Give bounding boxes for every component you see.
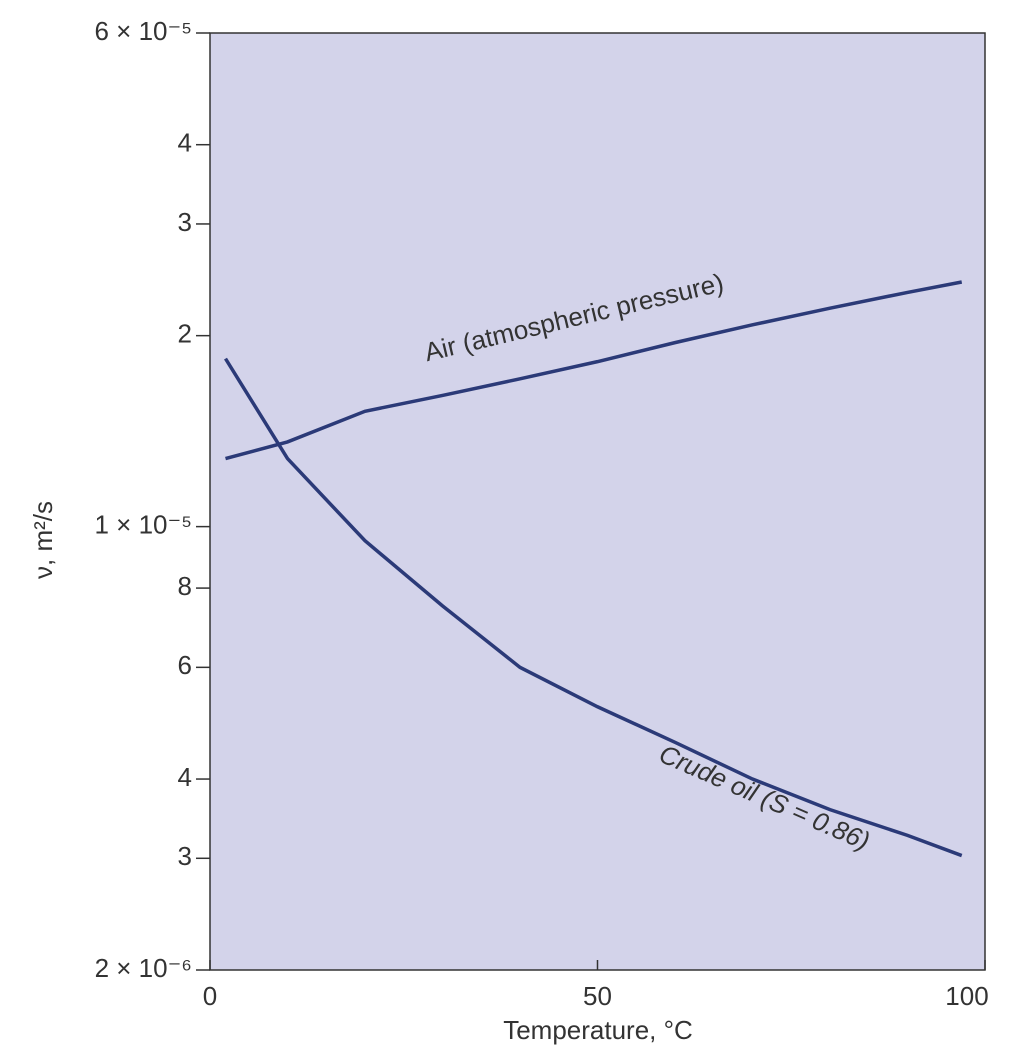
series-line	[225, 280, 963, 461]
y-tick-label: 3	[178, 841, 192, 871]
y-tick-label: 1 × 10⁻⁵	[94, 509, 192, 539]
y-tick-label: 8	[178, 571, 192, 601]
y-tick-label: 4	[178, 128, 192, 158]
y-tick-label: 4	[178, 762, 192, 792]
x-tick-label: 100	[945, 981, 988, 1011]
y-axis-label: ν, m²/s	[28, 501, 58, 579]
y-tick-label: 6	[178, 650, 192, 680]
y-tick-label: 6 × 10⁻⁵	[94, 16, 192, 46]
series-line	[224, 357, 963, 858]
y-tick-label: 2 × 10⁻⁶	[95, 953, 192, 983]
x-axis-label: Temperature, °C	[503, 1015, 693, 1045]
y-tick-label: 2	[178, 319, 192, 349]
x-tick-label: 50	[583, 981, 612, 1011]
y-tick-label: 3	[178, 207, 192, 237]
x-tick-label: 0	[203, 981, 217, 1011]
plot-area	[209, 32, 986, 971]
